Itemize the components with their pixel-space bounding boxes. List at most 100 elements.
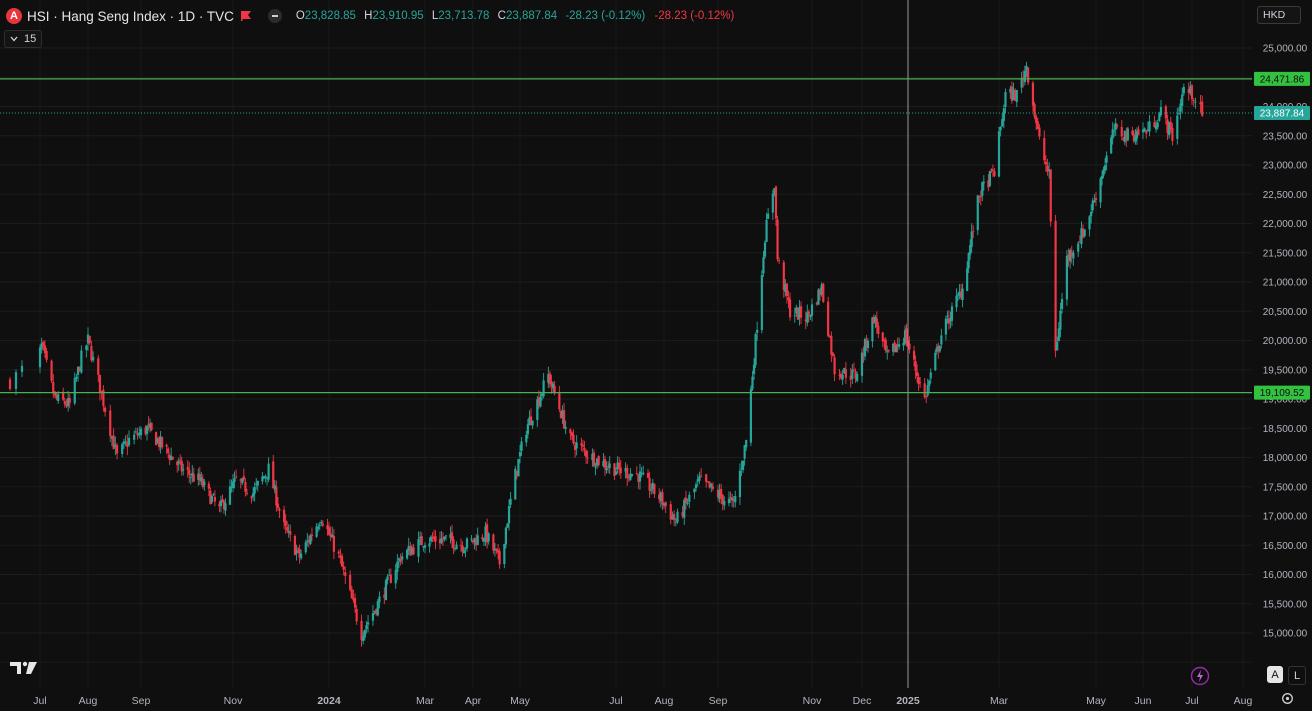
candle-body [242,476,245,480]
horizontal-levels[interactable] [0,78,1252,394]
candle-body [1004,92,1007,107]
time-tick-label: Jun [1135,695,1152,707]
candle-body [419,536,422,539]
log-scale-button[interactable]: L [1288,666,1306,685]
candle-body [62,391,65,400]
candle-body [481,537,484,540]
candle-body [1009,88,1012,93]
candle-body [970,231,973,247]
candle-body [547,374,550,383]
candle-body [987,180,990,188]
candle-body [329,533,332,537]
candle-body [1025,65,1028,71]
candle-body [67,398,70,407]
candle-body [470,538,473,540]
time-tick-label: May [1086,695,1107,707]
candle-body [646,473,650,478]
candle-body [908,343,911,350]
candle-body [872,316,875,324]
candle-body [275,486,278,506]
candle-body [981,182,984,196]
candle-body [817,289,820,305]
candle-body [350,589,353,599]
lower-level-badge [1254,385,1310,400]
candle-body [731,497,734,501]
candle-body [756,329,759,333]
candle-body [830,335,833,355]
candle-body [875,318,878,328]
candle-body [1132,134,1136,142]
candle-body [1143,128,1146,132]
currency-selector[interactable]: HKD [1257,6,1301,24]
candle-body [161,436,164,448]
candle-body [978,195,981,197]
settings-gear-icon[interactable] [1281,692,1294,705]
hide-series-icon[interactable] [267,9,282,23]
candle-body [410,548,414,554]
candle-body [727,498,731,504]
candle-body [897,344,901,347]
candle-body [344,572,347,576]
candle-body [838,374,841,376]
candle-body [42,341,45,347]
candle-body [754,334,757,366]
candle-body [1156,122,1159,128]
candle-body [515,470,518,475]
time-axis[interactable]: Jul Aug Sep Nov 2024 Mar Apr May Jul Aug Sep Nov Dec… [33,695,1252,707]
candle-body [159,436,162,448]
candle-body [1182,87,1185,94]
candle-body [396,561,399,573]
candle-body [255,483,258,485]
candle-body [417,539,420,557]
tradingview-logo-icon[interactable] [10,660,38,676]
candle-body [444,535,448,537]
candle-body [944,318,948,335]
candle-body [525,434,528,443]
auto-scale-button[interactable]: A [1267,666,1283,683]
candle-body [659,492,662,501]
candle-body [423,545,427,548]
candle-body [1159,106,1163,116]
time-tick-label: Aug [655,695,674,707]
price-badges: 24,471.86 23,887.84 19,109.52 [1254,71,1310,400]
candle-body [630,474,634,476]
time-tick-label: Sep [709,695,728,707]
candle-body [191,472,194,476]
candle-body [696,479,699,482]
candle-body [136,433,139,436]
candle-body [1166,119,1169,134]
candle-body [852,369,856,371]
candle-body [1083,229,1086,237]
flag-icon[interactable] [240,10,252,22]
candle-body [596,458,599,466]
candle-body [1103,165,1107,171]
candle-body [581,445,585,447]
candle-body [495,548,498,551]
interval-collapse-button[interactable]: 15 [4,30,43,48]
lightning-icon[interactable] [1190,666,1210,686]
time-tick-label: Aug [79,695,98,707]
candle-body [997,131,1001,177]
candle-body [1046,165,1049,172]
candle-body [475,540,478,546]
candle-body [1194,101,1197,103]
candle-body [536,399,539,421]
symbol-title[interactable]: HSI · Hang Seng Index · 1D · TVC [27,8,234,24]
candle-body [999,127,1002,131]
candle-body [309,535,312,544]
price-axis[interactable]: 25,000.0024,500.0024,000.0023,500.0023,0… [1263,44,1308,640]
candle-body [934,352,937,371]
candle-body [594,466,597,468]
candle-body [886,350,889,352]
candle-body [504,527,507,545]
candle-body [662,503,666,506]
candle-body [862,354,865,356]
candle-body [569,429,572,434]
symbol-legend: A HSI · Hang Seng Index · 1D · TVC O23,8… [6,6,734,26]
candle-body [154,432,158,446]
candle-body [926,385,929,396]
time-tick-label: Nov [803,695,822,707]
candle-body [1114,123,1117,130]
candle-body [375,609,378,614]
